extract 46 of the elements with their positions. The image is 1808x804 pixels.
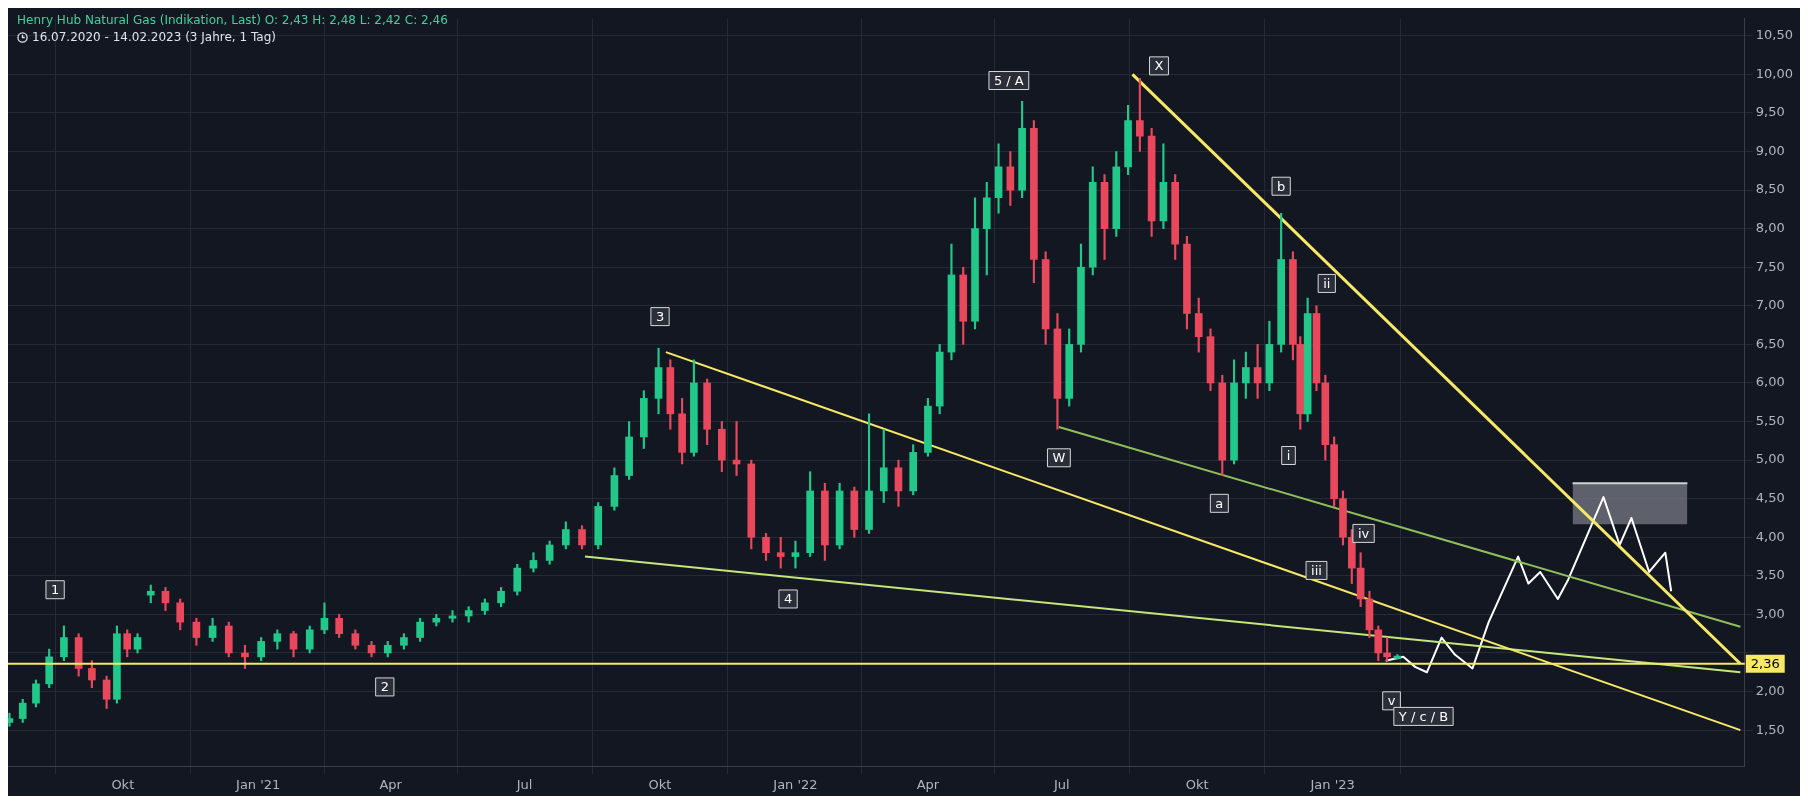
x-tick-label: Jul — [1053, 776, 1070, 792]
annotation: iii — [1311, 562, 1322, 578]
y-tick-label: 3,00 — [1755, 605, 1785, 621]
annotation: X — [1154, 58, 1164, 74]
annotation: 4 — [783, 591, 793, 607]
y-tick-label: 7,00 — [1755, 297, 1785, 313]
x-tick-label: Okt — [1185, 776, 1209, 792]
x-tick-label: Okt — [648, 776, 672, 792]
annotation: W — [1052, 450, 1066, 466]
x-tick-label: Jan '22 — [772, 776, 818, 792]
annotation: Y / c / B — [1397, 708, 1449, 724]
y-tick-label: 4,00 — [1755, 528, 1785, 544]
x-tick-label: Apr — [916, 776, 940, 792]
annotation: 3 — [655, 308, 665, 324]
x-tick-label: Jan '21 — [235, 776, 281, 792]
ref-line-label: 2,36 — [1750, 656, 1780, 672]
y-tick-label: 10,00 — [1755, 65, 1793, 81]
annotation: 2 — [380, 679, 389, 695]
annotation: i — [1286, 447, 1291, 463]
y-tick-label: 8,50 — [1755, 181, 1785, 197]
text: 16.07.2020 - 14.02.2023 (3 Jahre, 1 Tag) — [32, 29, 276, 46]
annotation: iv — [1357, 525, 1370, 541]
annotation: 1 — [50, 582, 60, 598]
annotation: a — [1215, 495, 1224, 511]
y-tick-label: 5,00 — [1755, 451, 1785, 467]
chart-title: Henry Hub Natural Gas (Indikation, Last) O: 2,43 H: 2,48 L: 2,42 C: 2,46 — [16, 12, 449, 29]
y-tick-label: 10,50 — [1755, 27, 1793, 43]
y-tick-label: 8,00 — [1755, 220, 1785, 236]
y-tick-label: 4,50 — [1755, 490, 1785, 506]
annotation: v — [1387, 693, 1396, 709]
y-tick-label: 6,00 — [1755, 374, 1785, 390]
y-tick-label: 2,00 — [1755, 682, 1785, 698]
y-tick-label: 9,50 — [1755, 104, 1785, 120]
y-tick-label: 7,50 — [1755, 258, 1785, 274]
x-tick-label: Jan '23 — [1309, 776, 1355, 792]
y-tick-label: 5,50 — [1755, 412, 1785, 428]
x-tick-label: Jul — [515, 776, 533, 792]
y-tick-label: 9,00 — [1755, 142, 1785, 158]
annotation: ii — [1323, 275, 1331, 291]
y-tick-label: 1,50 — [1755, 721, 1785, 737]
x-tick-label: Apr — [379, 776, 403, 792]
annotation: b — [1277, 178, 1286, 194]
y-tick-label: 3,50 — [1755, 567, 1785, 583]
annotation: 5 / A — [993, 72, 1024, 88]
y-tick-label: 6,50 — [1755, 335, 1785, 351]
x-tick-label: Okt — [111, 776, 135, 792]
